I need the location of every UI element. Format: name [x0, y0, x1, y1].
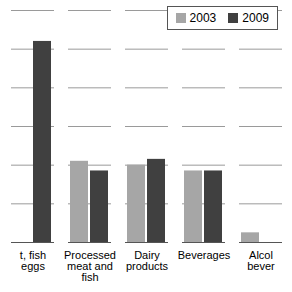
svg-text:Dairyproducts: Dairyproducts — [126, 249, 169, 272]
html-text:2009: 2009 — [242, 11, 269, 25]
svg-text:Processedmeat andfish: Processedmeat andfish — [64, 249, 116, 283]
svg-text:Beverages: Beverages — [178, 249, 231, 261]
html-text:2003: 2003 — [189, 11, 217, 25]
svg-text:Alcolbever: Alcolbever — [247, 249, 275, 272]
svg-text:t, fisheggs: t, fisheggs — [20, 249, 46, 272]
